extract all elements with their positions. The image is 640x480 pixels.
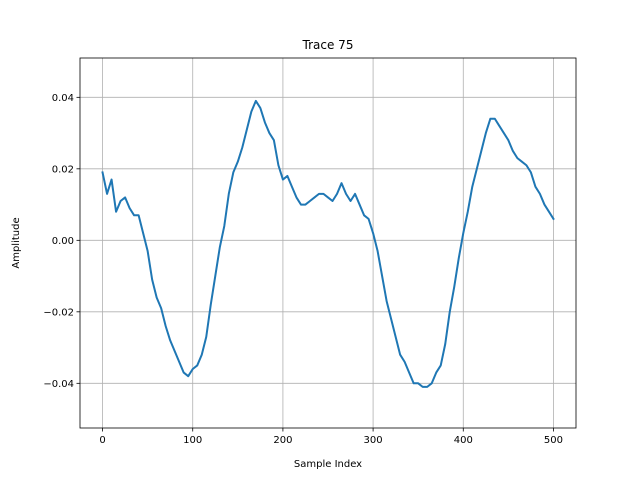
- x-tick-label: 200: [273, 435, 292, 446]
- x-tick-label: 300: [364, 435, 383, 446]
- series-layer: [101, 99, 555, 388]
- x-tick-label: 0: [99, 435, 105, 446]
- plot-area: [80, 58, 576, 428]
- x-tick-label: 100: [183, 435, 202, 446]
- y-tick-label: 0.02: [52, 164, 74, 175]
- series-line: [101, 99, 555, 388]
- x-axis: 0 100 200 300 400 500: [99, 428, 563, 446]
- x-axis-label: Sample Index: [294, 459, 362, 470]
- y-tick-label: 0.00: [52, 236, 74, 247]
- y-axis: −0.04 −0.02 0.00 0.02 0.04: [43, 93, 80, 390]
- chart-title: Trace 75: [302, 38, 354, 52]
- y-tick-label: −0.04: [43, 379, 74, 390]
- plot-frame: [79, 57, 577, 429]
- y-axis-label: Amplitude: [11, 217, 22, 268]
- y-tick-label: −0.02: [43, 307, 74, 318]
- y-tick-label: 0.04: [52, 93, 74, 104]
- x-tick-label: 400: [454, 435, 473, 446]
- x-tick-label: 500: [544, 435, 563, 446]
